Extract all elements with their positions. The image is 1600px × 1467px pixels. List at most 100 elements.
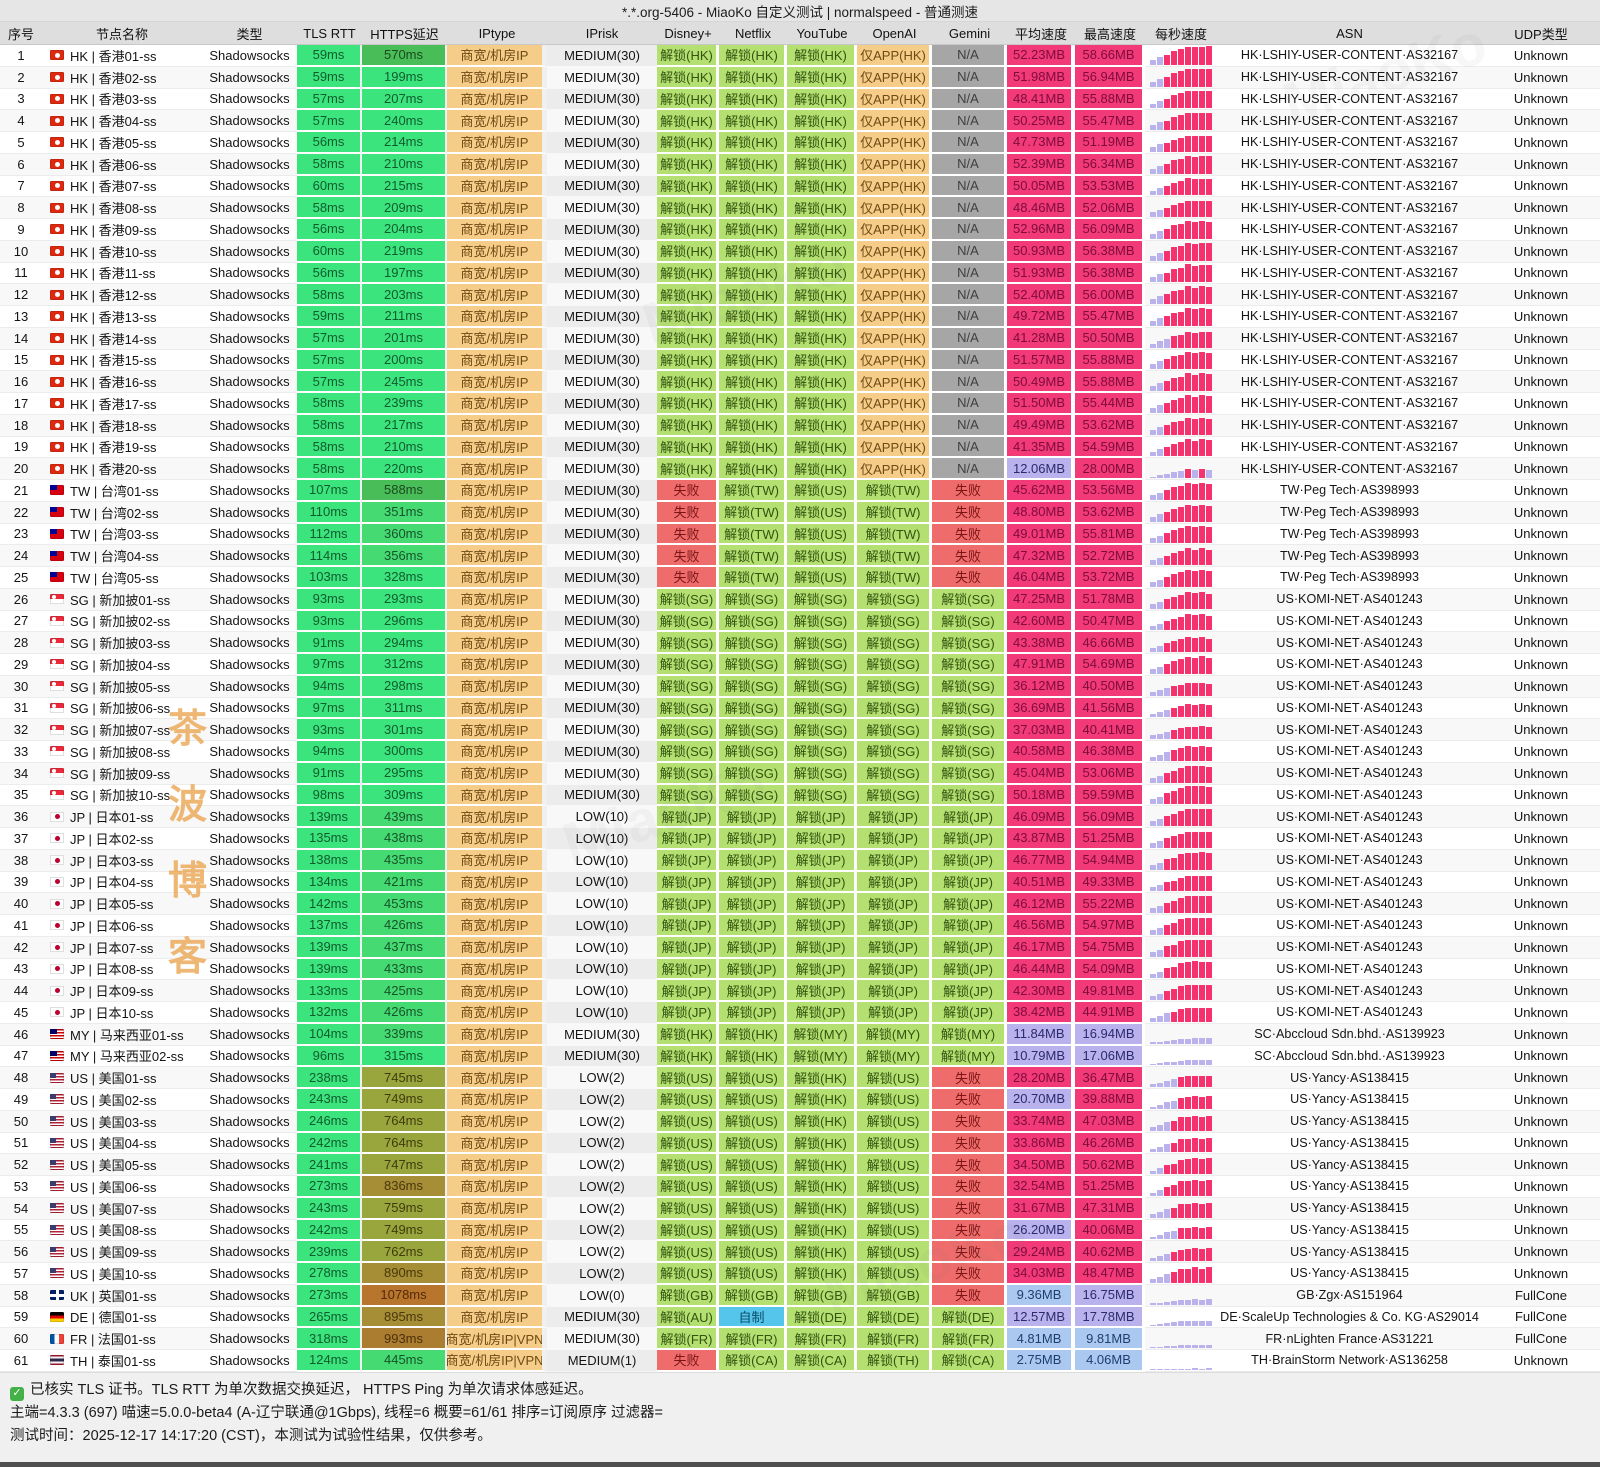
sparkline-bar [1171,922,1177,935]
youtube-status: 解锁(HK) [787,1154,857,1176]
hk-flag-icon [50,50,64,61]
avg-speed: 47.73MB [1007,132,1075,154]
ip-type: 商宽/机房IP [447,545,547,567]
max-speed: 50.47MB [1075,610,1145,633]
sparkline-bar [1150,1148,1156,1153]
speed-sparkline [1145,610,1217,633]
sparkline-bar [1157,666,1163,674]
youtube-status: 解锁(HK) [787,1197,857,1220]
gemini-status: N/A [932,88,1007,111]
asn: TW·Peg Tech·AS398993 [1217,480,1482,502]
sparkline-bar [1185,962,1191,979]
udp-type: Unknown [1482,1089,1600,1111]
sparkline-bar [1192,726,1198,739]
asn: DE·ScaleUp Technologies & Co. KG·AS29014 [1217,1307,1482,1329]
openai-status: 解锁(US) [857,1176,932,1198]
avg-speed: 9.36MB [1007,1284,1075,1307]
sparkline-bar [1150,777,1156,783]
youtube-status: 解锁(HK) [787,1089,857,1111]
row-index: 40 [0,893,42,915]
ip-type: 商宽/机房IP [447,523,547,546]
ip-type: 商宽/机房IP [447,567,547,589]
youtube-status: 解锁(HK) [787,327,857,350]
sparkline-bar [1199,156,1205,174]
sparkline-bar [1171,944,1177,957]
sparkline-bar [1157,928,1163,935]
jp-flag-icon [50,855,64,866]
hk-flag-icon [50,159,64,170]
gemini-status: N/A [932,175,1007,198]
sparkline-bar [1185,1181,1191,1196]
node-type: Shadowsocks [202,1307,297,1329]
openai-status: 解锁(SG) [857,719,932,741]
ip-type: 商宽/机房IP [447,741,547,763]
https-latency: 245ms [362,371,447,393]
ip-type: 商宽/机房IP [447,501,547,524]
sparkline-bar [1157,1082,1163,1087]
speed-sparkline [1145,849,1217,872]
node-name: SG | 新加披02-ss [70,614,171,630]
openai-status: 解锁(SG) [857,610,932,633]
https-latency: 356ms [362,545,447,567]
avg-speed: 10.79MB [1007,1045,1075,1068]
udp-type: Unknown [1482,89,1600,111]
sparkline-bar [1164,599,1170,609]
gemini-status: 失败 [932,523,1007,546]
node-type: Shadowsocks [202,437,297,459]
node-type: Shadowsocks [202,893,297,915]
max-speed: 39.88MB [1075,1089,1145,1111]
sparkline-bar [1178,1060,1184,1066]
sparkline-bar [1206,786,1212,805]
sparkline-bar [1199,1096,1205,1109]
youtube-status: 解锁(SG) [787,654,857,676]
max-speed: 28.00MB [1075,458,1145,480]
ip-type: 商宽/机房IP [447,1067,547,1089]
sparkline-bar [1206,705,1212,718]
sparkline-bar [1157,906,1163,913]
youtube-status: 解锁(HK) [787,262,857,285]
node-type: Shadowsocks [202,306,297,328]
https-latency: 312ms [362,654,447,676]
max-speed: 47.31MB [1075,1197,1145,1220]
row-index: 44 [0,980,42,1002]
sparkline-bar [1171,1272,1177,1283]
tls-rtt: 124ms [297,1350,362,1372]
speed-sparkline [1145,88,1217,111]
https-latency: 293ms [362,588,447,611]
sparkline-bar [1192,484,1198,500]
row-index: 35 [0,785,42,807]
sparkline-bar [1157,1146,1163,1153]
sparkline-bar [1192,243,1198,261]
footer-line-meta: 主端=4.3.3 (697) 喵速=5.0.0-beta4 (A-辽宁联通@1G… [10,1405,663,1421]
netflix-status: 解锁(SG) [719,588,787,611]
asn: HK·LSHIY-USER-CONTENT·AS32167 [1217,110,1482,132]
gemini-status: 解锁(JP) [932,806,1007,828]
sparkline-bar [1164,1040,1170,1044]
sparkline-bar [1206,766,1212,783]
sparkline-bar [1164,272,1170,283]
sparkline-bar [1164,1232,1170,1240]
tls-rtt: 58ms [297,436,362,459]
sparkline-bar [1178,376,1184,391]
avg-speed: 43.38MB [1007,632,1075,654]
row-index: 61 [0,1350,42,1372]
sparkline-bar [1178,49,1184,65]
sparkline-bar [1164,425,1170,435]
sparkline-bar [1185,308,1191,326]
ip-type: 商宽/机房IP [447,762,547,785]
sparkline-bar [1199,808,1205,826]
openai-status: 解锁(TW) [857,567,932,589]
avg-speed: 52.23MB [1007,45,1075,67]
sparkline-bar [1192,852,1198,870]
sparkline-bar [1150,233,1156,239]
youtube-status: 解锁(HK) [787,110,857,132]
sparkline-bar [1199,637,1205,652]
avg-speed: 46.09MB [1007,806,1075,828]
hk-flag-icon [50,180,64,191]
hk-flag-icon [50,137,64,148]
sparkline-bar [1185,221,1191,239]
node-type: Shadowsocks [202,762,297,785]
table-body: 1 HK | 香港01-ss Shadowsocks 59ms 570ms 商宽/机房IP… [0,45,1600,1372]
node-name-cell: US | 美国09-ss [42,1241,202,1263]
sparkline-bar [1150,407,1156,413]
